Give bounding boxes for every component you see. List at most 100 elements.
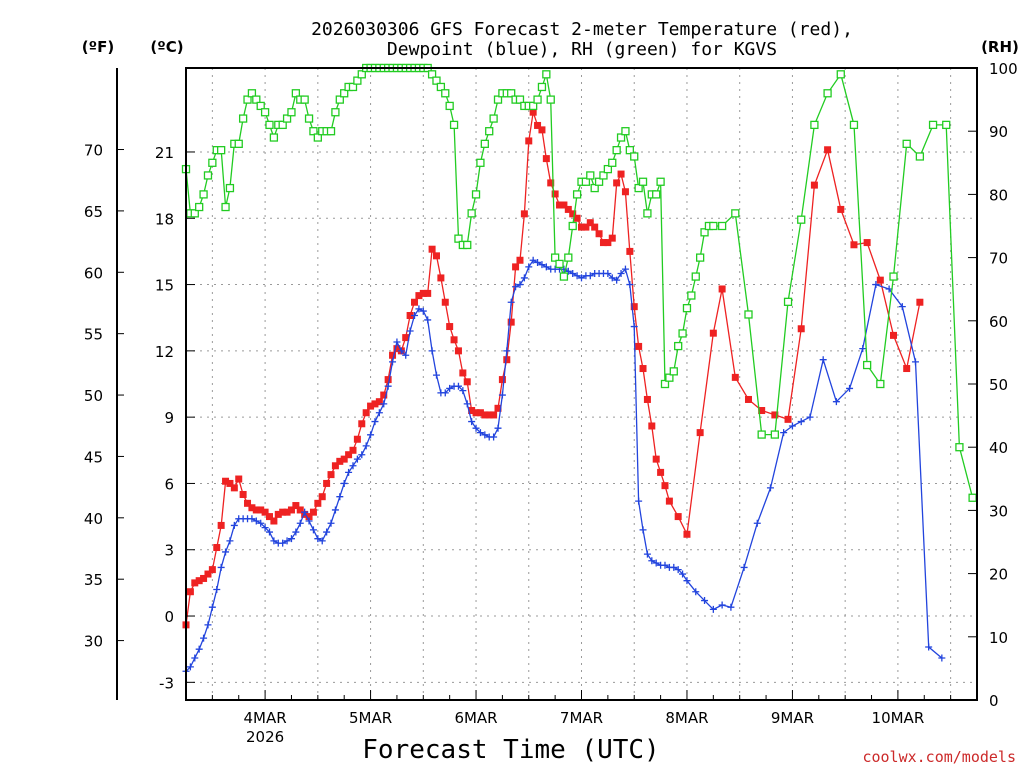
- temperature-point: [252, 506, 260, 514]
- rh-point: [603, 164, 613, 174]
- rh-tick-label: 10: [989, 629, 1008, 647]
- dewpoint-point: [661, 561, 669, 569]
- rh-point: [564, 253, 573, 262]
- temperature-point: [599, 239, 607, 247]
- dewpoint-point: [384, 382, 392, 390]
- temperature-point: [824, 146, 832, 154]
- fahrenheit-tick-label: 35: [84, 571, 103, 589]
- dewpoint-point: [217, 563, 225, 571]
- dewpoint-point: [191, 654, 199, 662]
- dewpoint-point: [670, 563, 678, 571]
- dewpoint-point: [608, 274, 616, 282]
- rh-point: [287, 108, 296, 117]
- dewpoint-point: [248, 515, 256, 523]
- rh-point: [678, 329, 687, 338]
- dewpoint-point: [846, 384, 854, 392]
- credit-text: coolwx.com/models: [862, 748, 1016, 766]
- temperature-point: [472, 409, 480, 417]
- dewpoint-point: [195, 645, 203, 653]
- rh-point: [823, 89, 832, 98]
- dewpoint-point: [797, 418, 805, 426]
- dewpoint-point: [494, 424, 502, 432]
- temperature-point: [292, 502, 300, 510]
- rh-point: [507, 89, 516, 98]
- dewpoint-point: [257, 519, 265, 527]
- dewpoint-point: [186, 663, 194, 671]
- temperature-point: [406, 311, 414, 319]
- temperature-point: [507, 318, 515, 326]
- dewpoint-point: [709, 605, 717, 613]
- temperature-point: [890, 331, 898, 339]
- dewpoint-point: [832, 398, 840, 406]
- dewpoint-point: [252, 517, 260, 525]
- rh-point: [770, 430, 780, 439]
- rh-point: [902, 139, 911, 148]
- temperature-point: [274, 510, 282, 518]
- temperature-point: [318, 493, 326, 501]
- temperature-point: [613, 179, 621, 187]
- temperature-point: [428, 245, 436, 253]
- temperature-point: [648, 422, 656, 430]
- dewpoint-point: [788, 422, 796, 430]
- dewpoint-point: [428, 347, 436, 355]
- rh-point: [744, 310, 753, 319]
- dewpoint-point: [230, 521, 238, 529]
- dewpoint-point: [367, 431, 375, 439]
- dewpoint-point: [331, 506, 339, 514]
- temperature-point: [635, 342, 643, 350]
- temperature-point: [850, 241, 858, 249]
- dewpoint-point: [349, 462, 357, 470]
- temperature-point: [652, 455, 660, 463]
- dewpoint-point: [534, 258, 542, 266]
- dewpoint-point: [353, 455, 361, 463]
- fahrenheit-tick-label: 40: [84, 510, 103, 528]
- temperature-point: [876, 276, 884, 284]
- fahrenheit-tick-label: 45: [84, 448, 103, 466]
- rh-point: [304, 114, 314, 123]
- rh-point: [656, 177, 665, 186]
- rh-point: [928, 120, 938, 130]
- temperature-point: [419, 289, 427, 297]
- fahrenheit-tick-label: 50: [84, 387, 103, 405]
- temperature-point: [222, 477, 230, 485]
- temperature-point: [771, 411, 779, 419]
- dewpoint-point: [345, 468, 353, 476]
- temperature-point: [384, 376, 392, 384]
- dewpoint-point: [222, 548, 230, 556]
- temperature-point: [560, 201, 568, 209]
- dewpoint-point: [529, 256, 537, 264]
- rh-point: [260, 108, 270, 117]
- temperature-point: [248, 504, 256, 512]
- rh-point: [546, 95, 555, 104]
- x-tick-label: 6MAR: [454, 709, 497, 727]
- rh-point: [862, 360, 872, 370]
- rh-point: [599, 171, 608, 180]
- rh-point: [291, 89, 301, 98]
- temperature-point: [837, 205, 845, 213]
- dewpoint-point: [472, 424, 480, 432]
- rh-point: [265, 120, 274, 130]
- rh-point: [700, 228, 709, 237]
- rh-tick-label: 80: [989, 186, 1008, 204]
- temperature-point: [784, 415, 792, 423]
- dewpoint-point: [208, 603, 216, 611]
- tick-layer: -3 0 3 6 9 12 15 18 21 30 35 40 45 50 55 60 65 70 0 10 20 30 4…: [84, 60, 1018, 746]
- rh-point: [454, 234, 463, 243]
- dewpoint-point: [340, 479, 348, 487]
- rh-point: [594, 177, 604, 186]
- rh-point: [630, 152, 639, 161]
- temperature-point: [604, 239, 612, 247]
- dewpoint-point: [674, 566, 682, 574]
- dewpoint-point: [406, 327, 414, 335]
- temperature-point: [564, 205, 572, 213]
- dewpoint-point: [283, 537, 291, 545]
- rh-point: [225, 183, 235, 193]
- temperature-point: [485, 411, 493, 419]
- temperature-point: [239, 490, 247, 498]
- rh-point: [559, 272, 569, 281]
- temperature-point: [476, 409, 484, 417]
- temperature-point: [432, 252, 440, 260]
- temperature-point: [674, 513, 682, 521]
- fahrenheit-tick-label: 60: [84, 264, 103, 282]
- dewpoint-point: [292, 528, 300, 536]
